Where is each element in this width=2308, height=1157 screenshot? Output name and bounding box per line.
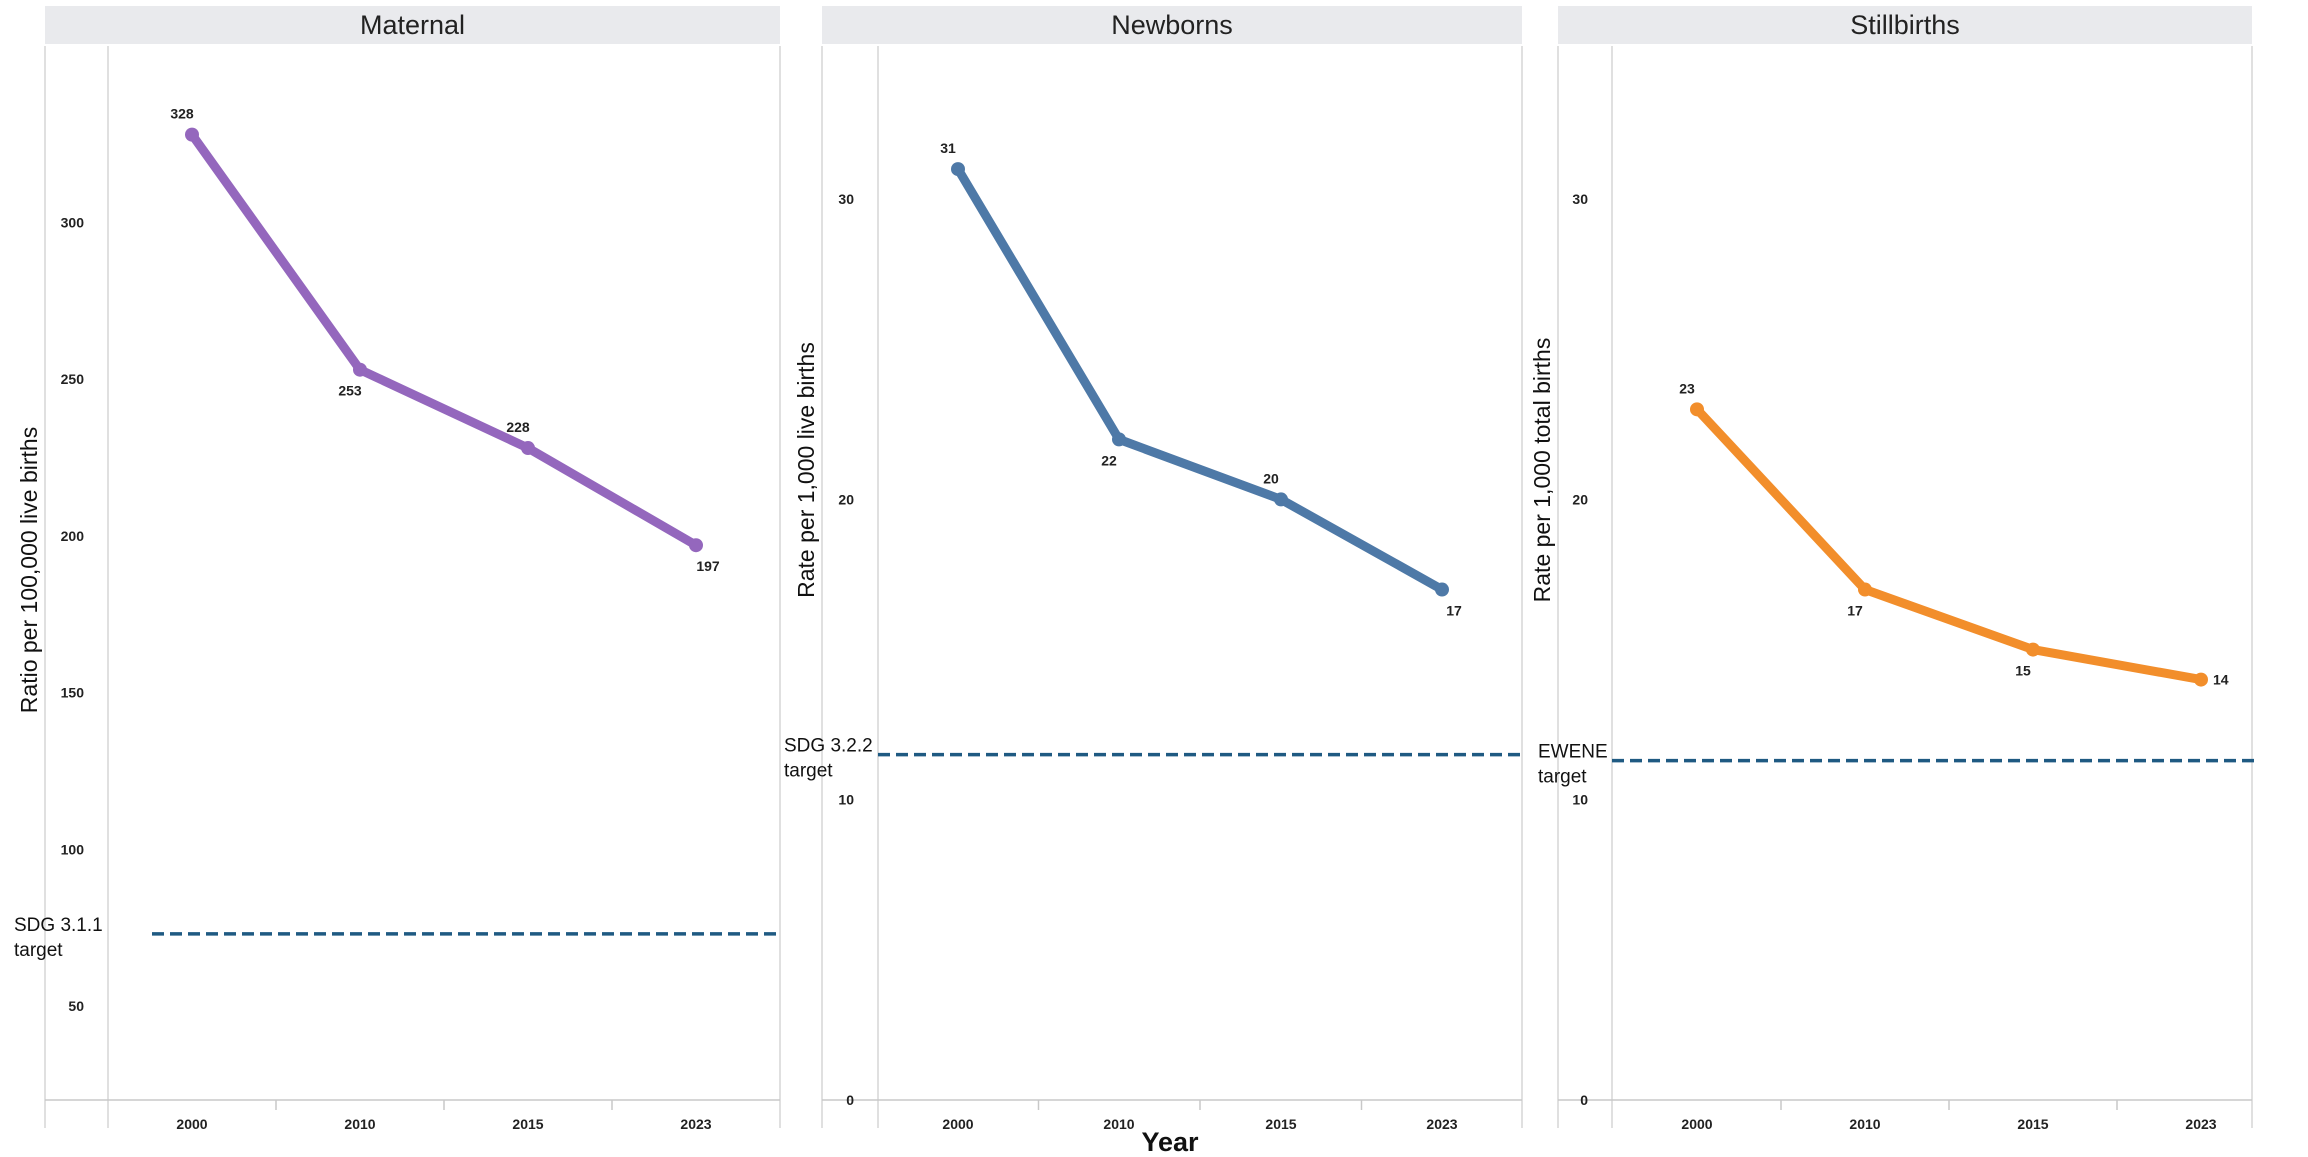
y-tick-label: 20: [838, 491, 854, 507]
y-tick-label: 30: [1572, 191, 1588, 207]
y-tick-label: 250: [61, 371, 85, 387]
y-tick-label: 30: [838, 191, 854, 207]
target-label-line2: target: [784, 761, 833, 782]
data-label: 17: [1446, 603, 1462, 619]
data-point: [689, 538, 703, 553]
series-line: [1692, 404, 2206, 685]
data-point: [1274, 492, 1288, 507]
panel-title-strip: [822, 6, 1522, 44]
data-label: 14: [2213, 672, 2229, 688]
series-line: [187, 130, 701, 550]
x-tick-label: 2015: [512, 1116, 543, 1132]
x-tick-label: 2010: [1103, 1116, 1134, 1132]
data-point: [2194, 672, 2208, 687]
panel-title-strip: [45, 6, 780, 44]
target-label-line2: target: [14, 940, 63, 961]
x-tick-label: 2023: [680, 1116, 711, 1132]
target-label-line1: EWENE: [1538, 742, 1608, 763]
panel-newborns: Newborns 0 10 20 30 2000 2010 2015 2023 Rate per …: [784, 6, 1524, 1132]
target-label-line1: SDG 3.1.1: [14, 915, 103, 936]
series-line: [953, 164, 1447, 595]
x-tick-label: 2000: [942, 1116, 973, 1132]
data-point: [1858, 582, 1872, 597]
x-tick-label: 2010: [1849, 1116, 1880, 1132]
data-label: 20: [1263, 470, 1279, 486]
y-axis-title: Ratio per 100,000 live births: [16, 427, 42, 713]
y-tick-label: 150: [61, 685, 85, 701]
data-label: 17: [1847, 603, 1863, 619]
data-point: [185, 127, 199, 142]
x-tick-label: 2000: [176, 1116, 207, 1132]
panel-title-strip: [1558, 6, 2252, 44]
data-label: 328: [170, 106, 194, 122]
target-label-line2: target: [1538, 767, 1587, 788]
x-tick-label: 2000: [1681, 1116, 1712, 1132]
panel-title: Newborns: [1111, 10, 1233, 40]
data-point: [353, 362, 367, 377]
y-tick-label: 50: [68, 998, 84, 1014]
data-label: 22: [1101, 452, 1117, 468]
panel-stillbirths: Stillbirths 0 10 20 30 2000 2010 2015 2023 Rate p…: [1529, 6, 2254, 1132]
y-tick-label: 0: [1580, 1092, 1588, 1108]
x-tick-label: 2023: [2185, 1116, 2216, 1132]
x-tick-label: 2015: [2017, 1116, 2048, 1132]
data-point: [951, 162, 965, 177]
x-tick-label: 2015: [1265, 1116, 1296, 1132]
data-point: [1112, 432, 1126, 447]
y-axis-title: Rate per 1,000 total births: [1529, 338, 1555, 603]
x-tick-label: 2023: [1426, 1116, 1457, 1132]
data-label: 23: [1679, 380, 1695, 396]
x-axis-title: Year: [1141, 1127, 1199, 1157]
y-tick-label: 20: [1572, 491, 1588, 507]
y-tick-label: 100: [61, 841, 85, 857]
data-label: 228: [506, 419, 530, 435]
panel-title: Maternal: [360, 10, 465, 40]
data-label: 197: [696, 558, 720, 574]
data-point: [2026, 642, 2040, 657]
panel-maternal: Maternal 50 100 150 200 250 300 2000 2010 2015 202…: [14, 6, 782, 1132]
y-axis-title: Rate per 1,000 live births: [793, 342, 819, 598]
y-tick-label: 10: [1572, 792, 1588, 808]
y-tick-label: 10: [838, 792, 854, 808]
y-tick-label: 300: [61, 214, 85, 230]
data-label: 15: [2015, 663, 2031, 679]
data-label: 31: [940, 140, 956, 156]
y-tick-label: 0: [846, 1092, 854, 1108]
target-label-line1: SDG 3.2.2: [784, 736, 873, 757]
data-label: 253: [338, 383, 362, 399]
data-point: [1435, 582, 1449, 597]
x-tick-label: 2010: [344, 1116, 375, 1132]
y-tick-label: 200: [61, 528, 85, 544]
panel-title: Stillbirths: [1850, 10, 1960, 40]
data-point: [1690, 402, 1704, 417]
data-point: [521, 441, 535, 456]
